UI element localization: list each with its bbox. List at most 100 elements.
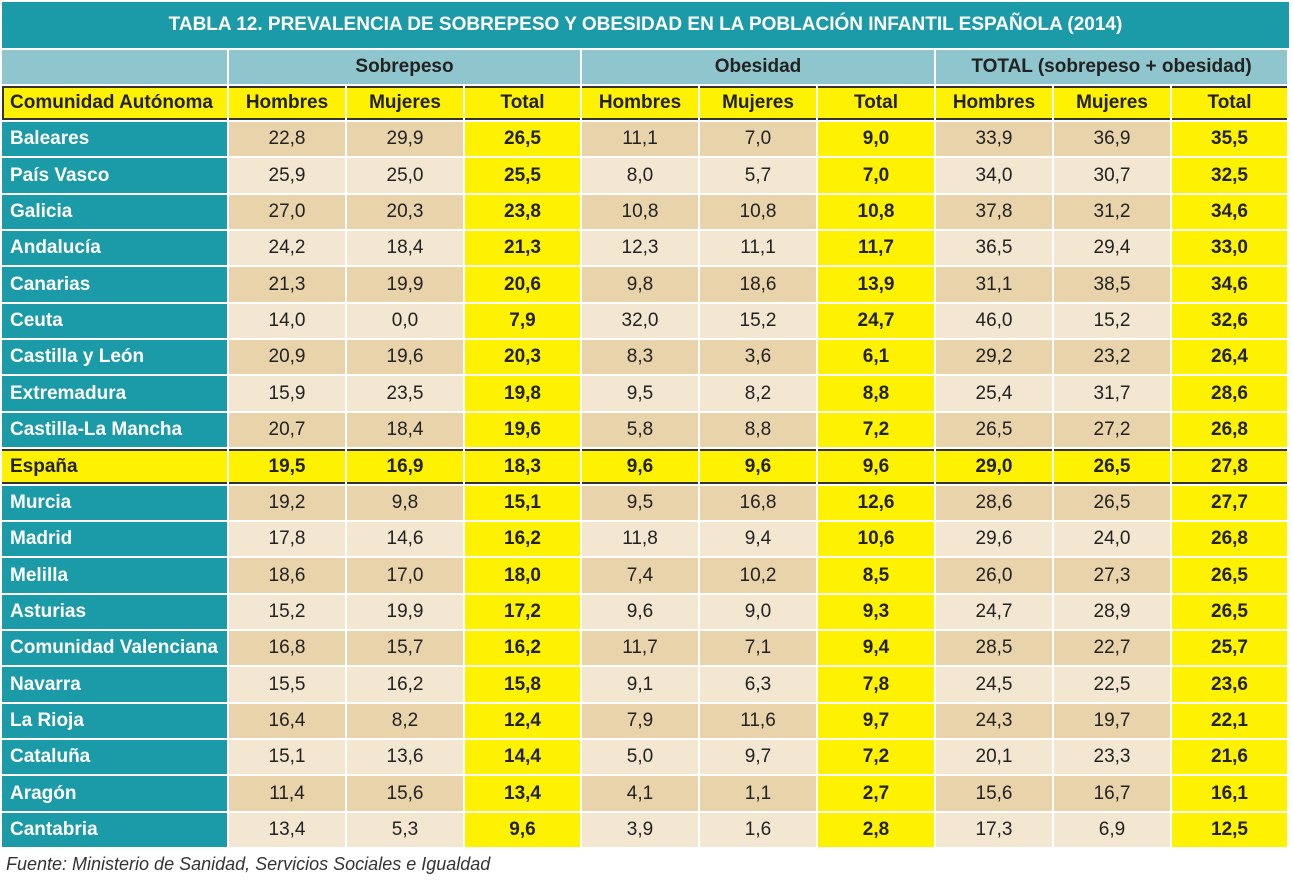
row-label: Andalucía [2, 231, 227, 265]
table-cell: 18,6 [700, 267, 816, 302]
table-cell: 13,6 [347, 740, 463, 774]
table-cell: 11,1 [700, 231, 816, 265]
table-cell: 14,0 [229, 304, 345, 338]
table-cell: 9,6 [465, 813, 580, 847]
table-cell: 15,2 [700, 304, 816, 338]
table-cell: 26,8 [1172, 413, 1287, 447]
row-label: Baleares [2, 122, 227, 156]
table-cell: 22,5 [1054, 667, 1170, 702]
table-cell: 6,1 [818, 340, 934, 374]
table-cell: 25,0 [347, 158, 463, 193]
table-cell: 14,4 [465, 740, 580, 774]
source-note: Fuente: Ministerio de Sanidad, Servicios… [6, 854, 491, 874]
row-label: Cataluña [2, 740, 227, 774]
table-cell: 9,6 [700, 449, 816, 484]
table-cell: 24,3 [936, 704, 1052, 738]
row-label: Ceuta [2, 304, 227, 338]
table-cell: 20,7 [229, 413, 345, 447]
table-cell: 19,6 [465, 413, 580, 447]
table-cell: 21,3 [229, 267, 345, 302]
table-cell: 11,8 [582, 522, 698, 556]
table-cell: 16,2 [465, 522, 580, 556]
table-cell: 19,9 [347, 595, 463, 629]
table-cell: 7,9 [582, 704, 698, 738]
table-cell: 3,9 [582, 813, 698, 847]
table-cell: 17,3 [936, 813, 1052, 847]
table-cell: 16,1 [1172, 776, 1287, 811]
table-cell: 2,7 [818, 776, 934, 811]
table-cell: 9,7 [700, 740, 816, 774]
table-cell: 7,1 [700, 631, 816, 665]
column-header: Hombres [582, 86, 698, 120]
table-cell: 30,7 [1054, 158, 1170, 193]
table-cell: 4,1 [582, 776, 698, 811]
row-label: Murcia [2, 486, 227, 520]
table-cell: 8,2 [700, 376, 816, 411]
table-cell: 9,1 [582, 667, 698, 702]
table-cell: 15,6 [936, 776, 1052, 811]
table-cell: 32,5 [1172, 158, 1287, 193]
table-cell: 10,8 [818, 195, 934, 229]
table-cell: 19,6 [347, 340, 463, 374]
row-label: País Vasco [2, 158, 227, 193]
table-cell: 19,7 [1054, 704, 1170, 738]
table-cell: 26,4 [1172, 340, 1287, 374]
table-cell: 28,6 [936, 486, 1052, 520]
table-cell: 34,6 [1172, 195, 1287, 229]
column-header: Total [465, 86, 580, 120]
table-cell: 23,8 [465, 195, 580, 229]
table-cell: 26,5 [936, 413, 1052, 447]
table-title: TABLA 12. PREVALENCIA DE SOBREPESO Y OBE… [2, 2, 1289, 48]
table-cell: 7,0 [818, 158, 934, 193]
column-header: Hombres [229, 86, 345, 120]
table-cell: 26,5 [1054, 486, 1170, 520]
table-cell: 31,2 [1054, 195, 1170, 229]
table-cell: 9,3 [818, 595, 934, 629]
table-cell: 5,3 [347, 813, 463, 847]
table-cell: 6,3 [700, 667, 816, 702]
table-cell: 5,7 [700, 158, 816, 193]
table-cell: 35,5 [1172, 122, 1287, 156]
table-cell: 7,8 [818, 667, 934, 702]
column-header: Mujeres [347, 86, 463, 120]
table-cell: 11,4 [229, 776, 345, 811]
table-cell: 20,6 [465, 267, 580, 302]
table-cell: 7,9 [465, 304, 580, 338]
table-cell: 33,0 [1172, 231, 1287, 265]
table-cell: 26,0 [936, 558, 1052, 593]
table-cell: 16,2 [347, 667, 463, 702]
table-cell: 28,5 [936, 631, 1052, 665]
table-cell: 22,7 [1054, 631, 1170, 665]
table-cell: 8,8 [700, 413, 816, 447]
table-cell: 25,7 [1172, 631, 1287, 665]
table-cell: 33,9 [936, 122, 1052, 156]
table-cell: 0,0 [347, 304, 463, 338]
table-cell: 25,9 [229, 158, 345, 193]
table-cell: 38,5 [1054, 267, 1170, 302]
table-cell: 1,6 [700, 813, 816, 847]
table-cell: 18,0 [465, 558, 580, 593]
column-header: Mujeres [700, 86, 816, 120]
table-cell: 14,6 [347, 522, 463, 556]
table-cell: 9,6 [582, 595, 698, 629]
table-cell: 15,5 [229, 667, 345, 702]
table-cell: 10,6 [818, 522, 934, 556]
row-label: Extremadura [2, 376, 227, 411]
table-cell: 16,4 [229, 704, 345, 738]
table-cell: 20,1 [936, 740, 1052, 774]
table-cell: 18,4 [347, 413, 463, 447]
table-cell: 11,1 [582, 122, 698, 156]
table-cell: 10,8 [700, 195, 816, 229]
table-cell: 9,5 [582, 376, 698, 411]
column-header: Comunidad Autónoma [2, 86, 227, 120]
table-cell: 8,2 [347, 704, 463, 738]
table-cell: 19,5 [229, 449, 345, 484]
row-label: La Rioja [2, 704, 227, 738]
group-header-blank [2, 50, 227, 84]
table-cell: 36,9 [1054, 122, 1170, 156]
table-cell: 46,0 [936, 304, 1052, 338]
table-cell: 26,5 [465, 122, 580, 156]
table-cell: 29,2 [936, 340, 1052, 374]
table-cell: 16,8 [700, 486, 816, 520]
table-cell: 12,3 [582, 231, 698, 265]
